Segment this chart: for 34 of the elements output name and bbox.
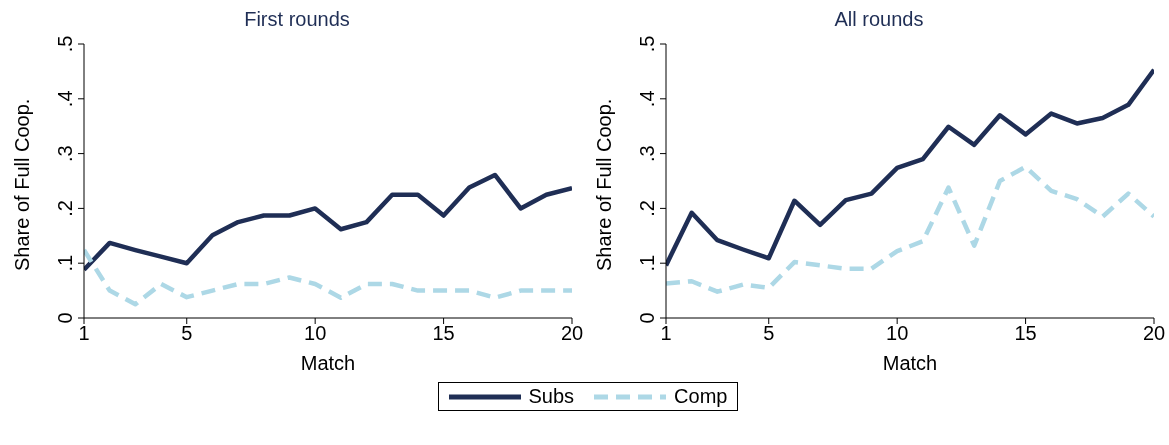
x-tick-label: 5 — [181, 322, 193, 345]
legend-label: Subs — [528, 385, 575, 408]
y-tick-label: .4 — [636, 90, 658, 108]
y-tick-label: .4 — [54, 90, 76, 108]
y-tick-label: 0 — [54, 312, 76, 324]
x-tick-label: 10 — [304, 322, 327, 345]
line-series — [84, 172, 572, 273]
x-axis-title: Match — [882, 352, 938, 374]
chart-title: All rounds — [833, 8, 925, 32]
y-tick-label: .3 — [636, 145, 658, 162]
y-tick-label: .5 — [54, 35, 76, 53]
y-axis-title: Share of Full Coop. — [11, 98, 34, 271]
y-tick-label: 0 — [636, 312, 658, 324]
x-tick-label: 10 — [886, 322, 909, 345]
y-axis-title: Share of Full Coop. — [593, 98, 616, 271]
x-tick-label: 15 — [1014, 322, 1037, 345]
line-series — [666, 67, 1154, 268]
x-tick-label: 20 — [560, 322, 584, 345]
line-series — [84, 247, 572, 307]
x-tick-label: 1 — [78, 322, 90, 345]
y-tick-label: .2 — [636, 200, 658, 217]
x-tick-label: 15 — [432, 322, 455, 345]
y-tick-label: .1 — [636, 254, 658, 272]
x-tick-label: 1 — [660, 322, 672, 345]
x-tick-label: 20 — [1142, 322, 1166, 345]
line-series — [666, 164, 1154, 294]
y-tick-label: .5 — [636, 35, 658, 53]
x-tick-label: 5 — [763, 322, 775, 345]
y-tick-label: .3 — [54, 145, 76, 162]
y-tick-label: .2 — [54, 200, 76, 217]
x-axis-title: Match — [300, 352, 356, 374]
chart-title: First rounds — [243, 8, 351, 32]
legend-label: Comp — [674, 385, 728, 408]
y-tick-label: .1 — [54, 254, 76, 272]
